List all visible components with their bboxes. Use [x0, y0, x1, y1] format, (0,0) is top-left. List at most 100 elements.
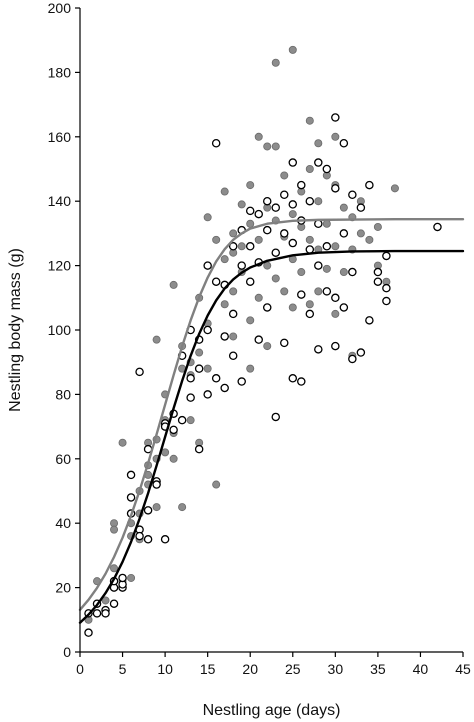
data-point-open: [126, 470, 136, 480]
data-point-filled: [152, 335, 161, 344]
data-point-open: [322, 242, 332, 251]
data-point-filled: [390, 184, 399, 193]
data-point-filled: [110, 525, 119, 534]
data-point-filled: [254, 293, 263, 302]
x-tick-label: 5: [119, 661, 127, 677]
data-point-filled: [246, 219, 255, 228]
x-tick-label: 35: [370, 661, 386, 677]
data-point-open: [203, 390, 212, 399]
data-point-filled: [263, 142, 272, 151]
data-point-filled: [271, 274, 280, 283]
fitted-curves: [78, 218, 465, 624]
data-point-open: [135, 531, 144, 541]
data-point-open: [194, 444, 204, 454]
data-point-open: [305, 309, 315, 319]
data-point-filled: [246, 181, 255, 190]
data-point-filled: [288, 303, 297, 312]
data-point-filled: [203, 364, 212, 373]
x-tick-label: 40: [413, 661, 429, 677]
data-point-open: [237, 261, 246, 270]
data-point-filled: [271, 142, 280, 151]
data-point-filled: [288, 45, 297, 54]
data-point-filled: [186, 416, 195, 425]
data-point-filled: [271, 58, 280, 67]
fitted-curve-gray: [78, 218, 465, 612]
data-point-open: [331, 293, 340, 303]
data-point-open: [382, 283, 391, 293]
y-tick-label: 100: [48, 322, 72, 338]
data-point-open: [262, 196, 272, 206]
data-point-open: [339, 303, 349, 312]
data-point-open: [211, 138, 221, 148]
data-point-filled: [305, 116, 314, 125]
data-point-filled: [331, 242, 340, 251]
x-tick-label: 20: [242, 661, 258, 677]
data-point-filled: [331, 309, 340, 318]
x-tick-label: 10: [157, 661, 173, 677]
data-point-open: [211, 374, 221, 383]
data-point-open: [271, 248, 281, 257]
data-point-open: [331, 113, 340, 122]
y-tick-label: 80: [55, 386, 71, 402]
data-point-open: [84, 628, 93, 637]
data-point-filled: [305, 300, 314, 309]
data-point-open: [228, 309, 238, 319]
data-point-filled: [212, 235, 221, 244]
data-point-open: [322, 287, 332, 296]
data-point-open: [254, 209, 263, 219]
axes: [79, 8, 463, 653]
data-point-filled: [314, 287, 323, 296]
data-point-open: [373, 277, 383, 286]
data-point-open: [118, 573, 127, 583]
data-point-filled: [280, 287, 289, 296]
x-tick-label: 25: [285, 661, 301, 677]
data-point-filled: [314, 197, 323, 206]
data-point-open: [280, 190, 289, 200]
data-point-filled: [254, 132, 263, 141]
data-point-filled: [254, 235, 263, 244]
y-tick-label: 20: [55, 580, 71, 596]
data-point-open: [143, 506, 153, 515]
data-point-filled: [297, 268, 306, 277]
data-point-open: [262, 303, 272, 312]
data-point-open: [126, 493, 136, 502]
data-point-open: [160, 535, 170, 544]
x-tick-label: 15: [200, 661, 216, 677]
data-point-open: [339, 138, 349, 148]
data-point-open: [169, 425, 178, 435]
fitted-curve-black: [78, 249, 465, 624]
data-point-filled: [203, 213, 212, 222]
y-tick-label: 180: [48, 64, 72, 80]
data-point-open: [288, 374, 298, 383]
data-point-filled: [101, 596, 110, 605]
data-point-filled: [237, 200, 246, 209]
data-point-open: [109, 599, 119, 608]
ticks: 0 5 10 15 20 25 30 35 40 45 0 20 40 60 80 100 120 140 160 1…: [48, 0, 471, 677]
data-point-open: [297, 180, 306, 190]
data-point-open: [339, 229, 349, 238]
data-point-open: [331, 184, 340, 193]
data-point-filled: [263, 342, 272, 351]
data-point-open: [143, 535, 153, 544]
data-point-filled: [161, 448, 170, 457]
data-point-open: [220, 332, 229, 341]
data-point-open: [228, 242, 238, 251]
data-point-filled: [229, 229, 238, 238]
data-point-open: [305, 196, 315, 206]
y-tick-label: 160: [48, 129, 72, 145]
data-point-open: [203, 261, 212, 270]
data-point-filled: [237, 242, 246, 251]
data-point-open: [177, 415, 187, 425]
data-point-open: [245, 206, 255, 216]
data-point-filled: [110, 564, 119, 573]
data-point-open: [245, 242, 255, 251]
data-point-open: [271, 203, 281, 212]
x-tick-label: 30: [328, 661, 344, 677]
data-point-open: [373, 267, 383, 277]
data-point-open: [271, 412, 281, 422]
data-point-open: [365, 316, 374, 325]
data-point-filled: [246, 364, 255, 373]
data-point-filled: [246, 316, 255, 325]
data-point-filled: [118, 438, 127, 447]
